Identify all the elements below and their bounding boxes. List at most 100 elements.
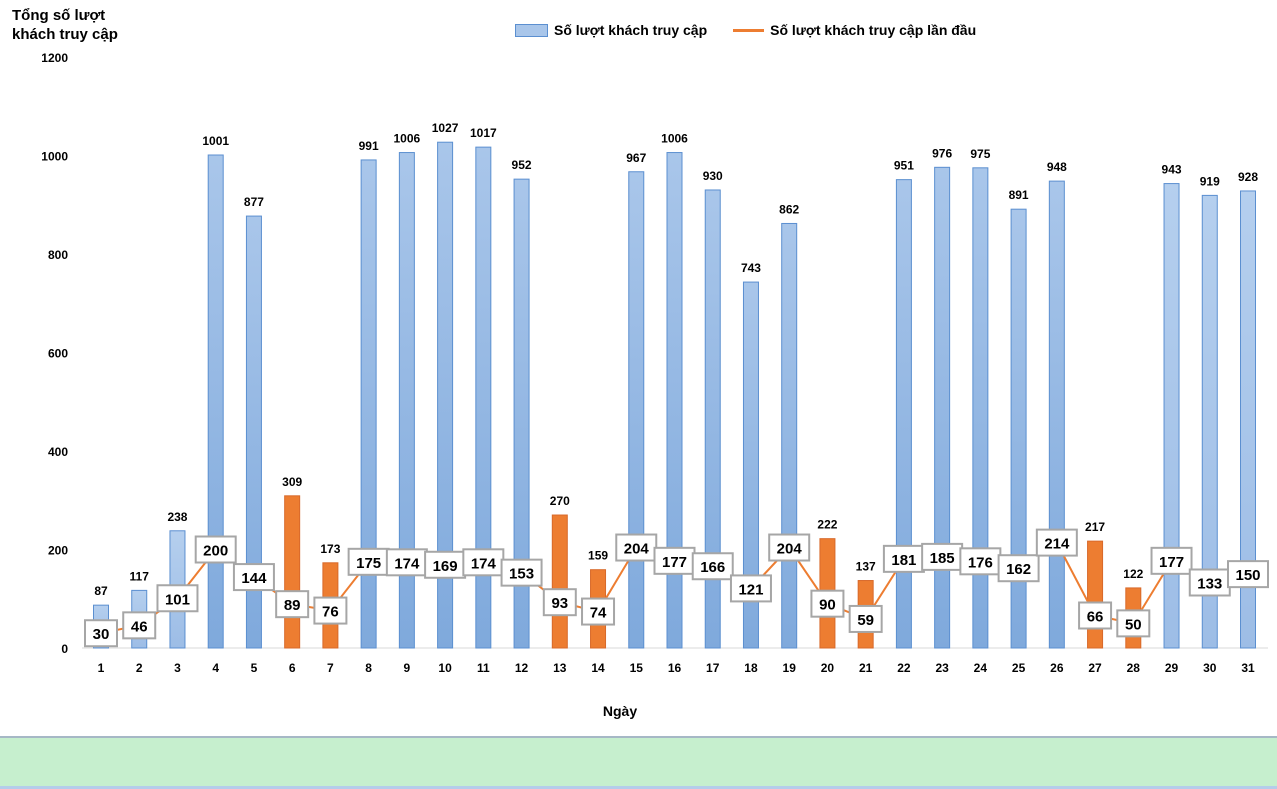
y-tick-label: 600 <box>48 347 68 361</box>
x-tick-label: 14 <box>591 661 605 675</box>
line-value-label: 175 <box>356 555 381 572</box>
bar-day-16 <box>666 152 683 649</box>
x-tick-label: 7 <box>327 661 334 675</box>
bar-value-label: 891 <box>1009 188 1029 202</box>
x-tick-label: 17 <box>706 661 720 675</box>
line-value-label: 174 <box>394 555 420 572</box>
bar-value-label: 87 <box>94 584 108 598</box>
bar-day-13 <box>551 514 568 649</box>
line-point-label-day-5: 144 <box>232 563 275 592</box>
line-point-label-day-12: 153 <box>500 558 543 587</box>
line-value-label: 166 <box>700 559 725 576</box>
bar-value-label: 862 <box>779 202 799 216</box>
line-value-label: 46 <box>131 618 148 635</box>
bar-value-label: 238 <box>167 510 187 524</box>
label-box <box>810 589 845 618</box>
bar-value-label: 309 <box>282 475 302 489</box>
line-value-label: 93 <box>551 595 568 612</box>
line-value-label: 30 <box>93 626 110 643</box>
line-point-label-day-10: 169 <box>424 550 467 579</box>
bar-value-label: 930 <box>703 169 723 183</box>
bar-data-labels: 87 117 238 1001 877 309 173 991 1006 1027 1017 952 2… <box>94 121 1258 598</box>
label-box <box>542 588 577 617</box>
label-box <box>1035 528 1078 557</box>
x-tick-label: 19 <box>783 661 797 675</box>
x-tick-label: 11 <box>477 661 490 675</box>
label-box <box>729 574 772 603</box>
x-tick-label: 27 <box>1088 661 1102 675</box>
y-tick-label: 1000 <box>41 150 68 164</box>
x-tick-label: 24 <box>974 661 988 675</box>
line-value-label: 176 <box>968 554 993 571</box>
legend-item-first-visits: Số lượt khách truy cập lần đầu <box>733 22 976 38</box>
bar-day-17 <box>704 189 721 649</box>
line-point-label-day-6: 89 <box>275 590 310 619</box>
bar-day-9 <box>398 152 415 649</box>
line-point-label-day-22: 181 <box>882 544 925 573</box>
label-box <box>232 563 275 592</box>
bar-value-label: 1006 <box>661 132 688 146</box>
line-point-label-day-17: 166 <box>691 552 734 581</box>
legend-item-visits: Số lượt khách truy cập <box>515 22 707 38</box>
bar-day-23 <box>934 166 951 649</box>
line-value-label: 50 <box>1125 616 1142 633</box>
line-data-labels: 30 46 101 200 144 89 76 175 174 169 174 153 93 74 204 1… <box>84 528 1269 648</box>
label-box <box>1116 609 1151 638</box>
bar-value-label: 976 <box>932 146 952 160</box>
bar-value-label: 1027 <box>432 121 459 135</box>
x-tick-label: 25 <box>1012 661 1026 675</box>
label-box <box>1078 601 1113 630</box>
label-box <box>385 548 428 577</box>
x-tick-label: 1 <box>98 661 105 675</box>
bar-day-8 <box>360 159 377 649</box>
label-box <box>1150 546 1193 575</box>
line-point-label-day-18: 121 <box>729 574 772 603</box>
bar-day-24 <box>972 167 989 649</box>
x-tick-label: 9 <box>404 661 411 675</box>
x-tick-label: 6 <box>289 661 296 675</box>
bar-value-label: 222 <box>817 518 837 532</box>
line-value-label: 133 <box>1197 575 1222 592</box>
x-tick-label: 15 <box>630 661 644 675</box>
y-axis-ticks: 0 200 400 600 800 1000 1200 <box>41 51 68 656</box>
bar-value-label: 743 <box>741 261 761 275</box>
x-tick-label: 18 <box>744 661 758 675</box>
legend-bar-swatch <box>515 23 548 37</box>
bar-day-4 <box>207 154 224 649</box>
bar-value-label: 952 <box>512 158 532 172</box>
y-axis-title-line2: khách truy cập <box>12 26 118 43</box>
bar-day-10 <box>437 141 454 649</box>
line-point-label-day-19: 204 <box>768 533 811 562</box>
x-tick-label: 21 <box>859 661 873 675</box>
bar-value-label: 877 <box>244 195 264 209</box>
x-axis-ticks: 1 2 3 4 5 6 7 8 9 10 11 12 13 14 15 16 17 18 19 20 21 22 23 24 2… <box>98 661 1255 675</box>
line-value-label: 185 <box>930 550 955 567</box>
bar-value-label: 270 <box>550 494 570 508</box>
bar-day-18 <box>742 281 759 649</box>
bar-day-15 <box>628 171 645 649</box>
x-tick-label: 26 <box>1050 661 1064 675</box>
line-point-label-day-15: 204 <box>615 533 658 562</box>
bar-value-label: 137 <box>856 560 876 574</box>
line-point-label-day-24: 176 <box>959 547 1002 576</box>
line-value-label: 89 <box>284 597 301 614</box>
bar-day-6 <box>284 495 301 649</box>
line-point-label-day-2: 46 <box>122 611 157 640</box>
label-box <box>462 548 505 577</box>
line-value-label: 177 <box>1159 554 1184 571</box>
bar-value-label: 928 <box>1238 170 1258 184</box>
line-value-label: 162 <box>1006 561 1031 578</box>
bar-day-29 <box>1163 183 1180 649</box>
legend-first-visits-label: Số lượt khách truy cập lần đầu <box>770 22 977 38</box>
label-box <box>882 544 925 573</box>
legend-visits-label: Số lượt khách truy cập <box>554 22 708 38</box>
bar-day-22 <box>895 179 912 649</box>
line-point-label-day-3: 101 <box>156 584 199 613</box>
footer-band <box>0 736 1277 789</box>
label-box <box>691 552 734 581</box>
line-value-label: 121 <box>738 581 763 598</box>
bar-value-label: 943 <box>1162 163 1182 177</box>
x-tick-label: 30 <box>1203 661 1217 675</box>
bar-value-label: 951 <box>894 159 914 173</box>
bar-day-5 <box>245 215 262 649</box>
